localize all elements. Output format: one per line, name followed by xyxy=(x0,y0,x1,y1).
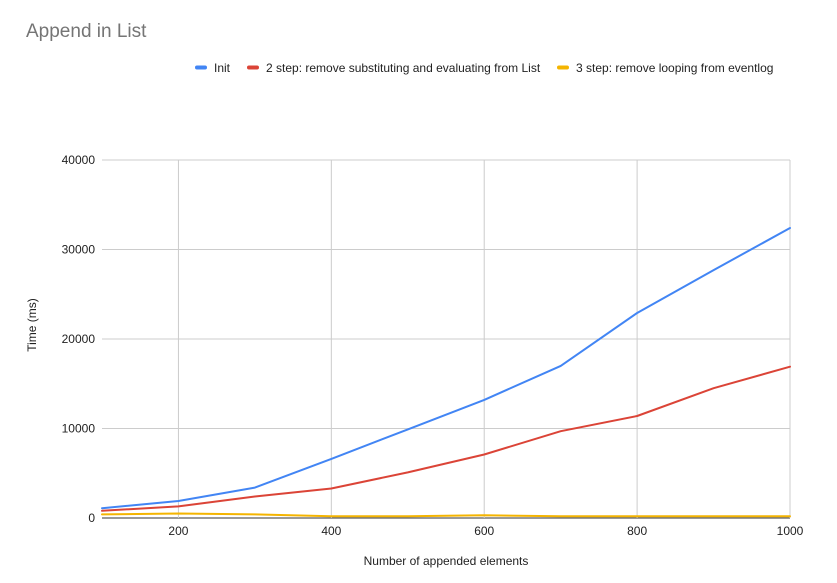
y-tick-label: 20000 xyxy=(62,332,96,346)
legend-marker xyxy=(557,65,569,70)
legend-item: 3 step: remove looping from eventlog xyxy=(557,61,773,75)
legend-item: 2 step: remove substituting and evaluati… xyxy=(247,61,541,75)
series-line-3 xyxy=(101,512,791,518)
legend-item: Init xyxy=(195,61,231,75)
series-line-1 xyxy=(101,227,791,510)
y-tick-label: 10000 xyxy=(62,422,96,436)
series-line-2 xyxy=(101,365,791,512)
x-tick-label: 200 xyxy=(168,524,188,538)
series-lines xyxy=(101,227,791,518)
legend: Init 2 step: remove substituting and eval… xyxy=(195,61,773,75)
x-tick-label: 600 xyxy=(474,524,494,538)
legend-marker xyxy=(247,65,259,70)
y-tick-label: 0 xyxy=(88,511,95,525)
legend-marker xyxy=(195,65,207,70)
x-axis-title: Number of appended elements xyxy=(364,554,529,568)
x-tick-label: 400 xyxy=(321,524,341,538)
legend-label: 3 step: remove looping from eventlog xyxy=(576,61,773,75)
y-tick-label: 40000 xyxy=(62,153,96,167)
chart-title: Append in List xyxy=(26,21,147,42)
y-axis-ticks: 0 10000 20000 30000 40000 xyxy=(62,153,96,525)
legend-label: 2 step: remove substituting and evaluati… xyxy=(266,61,541,75)
y-tick-label: 30000 xyxy=(62,243,96,257)
y-axis-title: Time (ms) xyxy=(25,298,39,352)
x-tick-label: 800 xyxy=(627,524,647,538)
legend-label: Init xyxy=(214,61,231,75)
gridlines xyxy=(102,159,791,519)
x-axis-ticks: 200 400 600 800 1000 xyxy=(168,524,803,538)
x-tick-label: 1000 xyxy=(777,524,804,538)
